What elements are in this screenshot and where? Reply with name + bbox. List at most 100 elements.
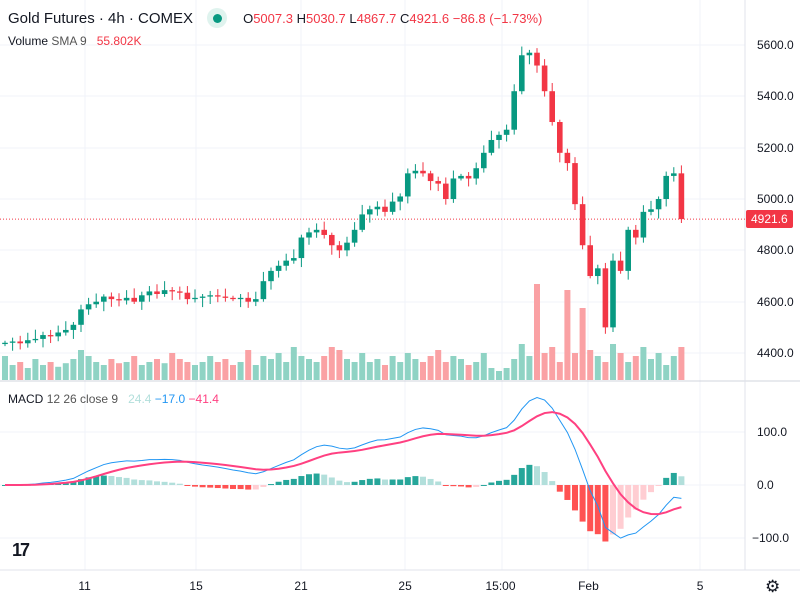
volume-bar (442, 362, 449, 380)
volume-bar (610, 344, 616, 380)
volume-bar (572, 353, 578, 380)
candle-body (222, 296, 229, 298)
macd-line (4, 396, 682, 539)
volume-bar (328, 347, 335, 380)
macd-histogram-bar (93, 476, 100, 485)
macd-histogram-bar (207, 485, 214, 488)
price-label: 5600.0 (757, 38, 794, 52)
candle-body (85, 304, 92, 310)
macd-histogram-bar (473, 485, 480, 487)
macd-histogram-bar (526, 464, 533, 485)
volume-bar (336, 350, 343, 380)
macd-histogram-bar (169, 482, 176, 485)
macd-histogram-bar (640, 485, 647, 500)
volume-bar (420, 362, 426, 380)
settings-gear-icon[interactable]: ⚙ (765, 577, 781, 596)
macd-histogram-bar (420, 476, 426, 485)
candle-body (47, 335, 54, 337)
candle-body (671, 173, 677, 176)
volume-bar (237, 362, 244, 380)
volume-bar (602, 362, 609, 380)
volume-bar (594, 356, 601, 380)
macd-legend[interactable]: MACD 12 26 close 9 24.4 −17.0 −41.4 (8, 392, 219, 406)
volume-bar (2, 356, 8, 380)
volume-bar (412, 359, 419, 380)
macd-histogram-bar (480, 484, 487, 486)
time-label: 15:00 (485, 579, 516, 593)
candle-body (306, 232, 312, 238)
candle-body (678, 173, 685, 220)
volume-bar (382, 365, 388, 380)
macd-histogram-bar (663, 477, 670, 485)
candle-body (101, 296, 107, 302)
volume-bar (138, 365, 145, 380)
macd-histogram-bar (78, 479, 84, 485)
candle-body (488, 139, 495, 153)
macd-histogram-bar (85, 477, 92, 485)
volume-bar (62, 363, 69, 380)
candle-body (503, 129, 510, 135)
volume-bar (344, 359, 350, 380)
macd-histogram-bar (123, 477, 130, 485)
macd-histogram-bar (602, 485, 609, 542)
volume-bar (298, 356, 305, 380)
volume-bar (473, 362, 480, 380)
volume-bar (214, 362, 221, 380)
volume-bar (199, 362, 206, 380)
candle-body (374, 206, 381, 210)
candle-body (268, 270, 274, 282)
time-label: 11 (78, 579, 91, 593)
ohlc-values: O5007.3 H5030.7 L4867.7 C4921.6 −86.8 (−… (243, 10, 543, 26)
macd-histogram-bar (260, 485, 267, 487)
volume-bar (32, 359, 39, 380)
market-status-icon[interactable] (207, 8, 228, 28)
volume-bar (670, 356, 677, 380)
candle-body (617, 260, 624, 271)
candle-body (131, 297, 137, 302)
volume-bar (534, 284, 540, 380)
macd-histogram-bar (389, 479, 396, 485)
volume-bar (306, 359, 312, 380)
macd-histogram-bar (458, 485, 464, 487)
candle-body (108, 296, 115, 300)
macd-histogram-bar (336, 480, 343, 485)
volume-legend[interactable]: Volume SMA 9 55.802K (8, 34, 142, 48)
volume-bar (290, 347, 297, 380)
volume-bar (146, 362, 153, 380)
macd-histogram-bar (382, 479, 388, 485)
candle-body (253, 299, 259, 302)
candle-body (610, 260, 616, 328)
candle-body (579, 204, 586, 246)
candle-body (359, 214, 365, 230)
macd-histogram-bar (2, 485, 8, 486)
macd-histogram-bar (237, 485, 244, 490)
candle-body (78, 309, 84, 325)
volume-bar (397, 362, 404, 380)
candle-body (283, 260, 289, 266)
macd-histogram-bar (442, 485, 449, 486)
volume-bar (283, 362, 290, 380)
volume-bar (161, 363, 168, 380)
macd-histogram-bar (359, 480, 366, 485)
volume-bar (131, 356, 138, 380)
volume-bar (663, 365, 670, 380)
price-label: 4800.0 (757, 243, 794, 257)
candle-body (161, 290, 168, 294)
volume-bar (496, 371, 502, 380)
macd-histogram-bar (290, 478, 297, 485)
tradingview-logo[interactable]: 17 (12, 540, 30, 560)
macd-histogram-bar (632, 485, 639, 510)
symbol-title[interactable]: Gold Futures · 4h · COMEX (8, 9, 194, 27)
macd-histogram-bar (511, 474, 518, 485)
candle-body (17, 341, 23, 344)
macd-histogram-bar (594, 485, 601, 535)
macd-histogram-bar (321, 474, 328, 485)
candle-body (154, 291, 160, 294)
candle-body (549, 91, 555, 123)
volume-bar (450, 356, 457, 380)
volume-bar (85, 356, 92, 380)
macd-histogram-bar (678, 476, 685, 485)
macd-histogram-bar (313, 473, 320, 485)
candle-body (237, 297, 244, 300)
